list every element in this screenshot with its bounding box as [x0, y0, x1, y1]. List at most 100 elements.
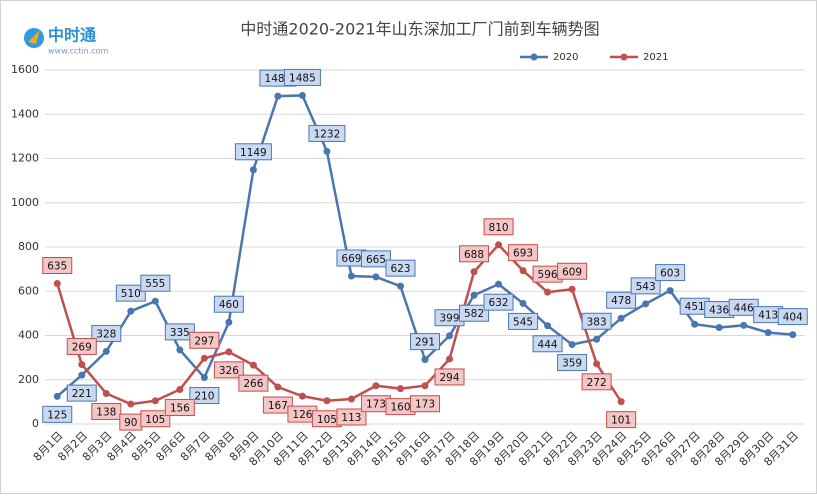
data-label: 1149: [240, 147, 267, 159]
point: [764, 329, 772, 337]
point: [666, 287, 674, 295]
legend-label: 2021: [643, 52, 668, 63]
y-tick-label: 800: [18, 240, 39, 253]
point: [495, 280, 503, 288]
data-label-bg: [655, 264, 686, 282]
point: [225, 348, 233, 356]
data-label-box: 105: [311, 410, 342, 428]
data-label-box: 383: [581, 312, 612, 330]
data-label-bg: [238, 374, 269, 392]
data-label: 603: [660, 268, 680, 280]
data-label-bg: [459, 304, 490, 322]
point: [249, 166, 257, 174]
data-label: 632: [489, 297, 509, 309]
data-label: 291: [415, 337, 435, 349]
data-label: 609: [562, 266, 582, 278]
data-label-bg: [42, 257, 73, 275]
y-tick-label: 1600: [11, 63, 39, 76]
data-label-bg: [234, 143, 272, 161]
point: [225, 318, 233, 326]
data-label: 478: [611, 295, 631, 307]
data-label: 555: [145, 278, 165, 290]
data-label-box: 326: [213, 361, 244, 379]
data-label-bg: [385, 259, 416, 277]
data-label-box: 173: [410, 395, 440, 413]
data-label-bg: [483, 293, 514, 311]
point: [274, 383, 282, 391]
point: [151, 397, 159, 405]
data-label: 383: [587, 316, 607, 328]
data-label-box: 126: [287, 405, 318, 423]
data-label-box: 478: [606, 291, 637, 309]
data-label-bg: [189, 387, 220, 405]
point: [495, 241, 503, 249]
point: [102, 347, 110, 355]
data-label-bg: [91, 402, 122, 420]
y-tick-label: 200: [18, 373, 39, 386]
data-label-box: 545: [508, 312, 539, 330]
point: [127, 307, 135, 315]
data-label-bg: [140, 274, 171, 292]
data-label-box: 167: [262, 396, 293, 414]
data-label-box: 221: [66, 384, 97, 402]
data-label-box: 291: [410, 333, 440, 351]
point: [519, 267, 527, 275]
data-label-box: 138: [91, 402, 122, 420]
data-label-bg: [283, 68, 321, 86]
data-label-box: 603: [655, 264, 686, 282]
logo-mark: [28, 30, 40, 44]
data-label-box: 451: [679, 297, 710, 315]
data-label-bg: [213, 295, 244, 313]
data-label-box: 555: [140, 274, 171, 292]
point: [715, 324, 723, 332]
data-label-bg: [532, 335, 563, 353]
data-label-box: 1149: [234, 143, 272, 161]
point: [568, 285, 576, 293]
data-label: 399: [439, 313, 459, 325]
data-label: 294: [439, 372, 459, 384]
point: [347, 395, 355, 403]
data-label-box: 543: [630, 277, 661, 295]
data-label: 451: [685, 301, 705, 313]
data-label: 272: [587, 377, 607, 389]
data-label: 693: [513, 248, 533, 260]
legend-marker: [530, 53, 538, 61]
data-label: 413: [758, 310, 778, 322]
data-label-box: 210: [189, 387, 220, 405]
data-label-box: 266: [238, 374, 269, 392]
data-label: 160: [390, 402, 410, 414]
data-label-box: 460: [213, 295, 244, 313]
data-label-bg: [308, 124, 346, 142]
data-label: 266: [243, 378, 263, 390]
data-label: 359: [562, 358, 582, 370]
data-label: 810: [489, 222, 509, 234]
data-label-bg: [189, 331, 220, 349]
point: [568, 341, 576, 349]
point: [372, 273, 380, 281]
data-label: 105: [317, 414, 337, 426]
data-label-bg: [42, 405, 73, 423]
legend-label: 2020: [553, 52, 578, 63]
data-label: 446: [734, 302, 754, 314]
data-label-bg: [213, 361, 244, 379]
data-label-bg: [360, 250, 391, 268]
point: [593, 335, 601, 343]
point: [396, 282, 404, 290]
data-label: 328: [96, 328, 116, 340]
data-label-bg: [262, 396, 293, 414]
point: [102, 389, 110, 397]
data-label: 90: [124, 417, 137, 429]
point: [323, 147, 331, 155]
data-label-box: 90: [119, 413, 143, 431]
point: [446, 355, 454, 363]
logo-name: 中时通: [48, 26, 96, 45]
point: [421, 382, 429, 390]
data-label-box: 413: [753, 306, 784, 324]
data-label-bg: [66, 337, 97, 355]
data-label: 125: [47, 409, 67, 421]
data-label: 596: [538, 269, 558, 281]
data-label-box: 328: [91, 324, 122, 342]
point: [421, 356, 429, 364]
point: [200, 354, 208, 362]
